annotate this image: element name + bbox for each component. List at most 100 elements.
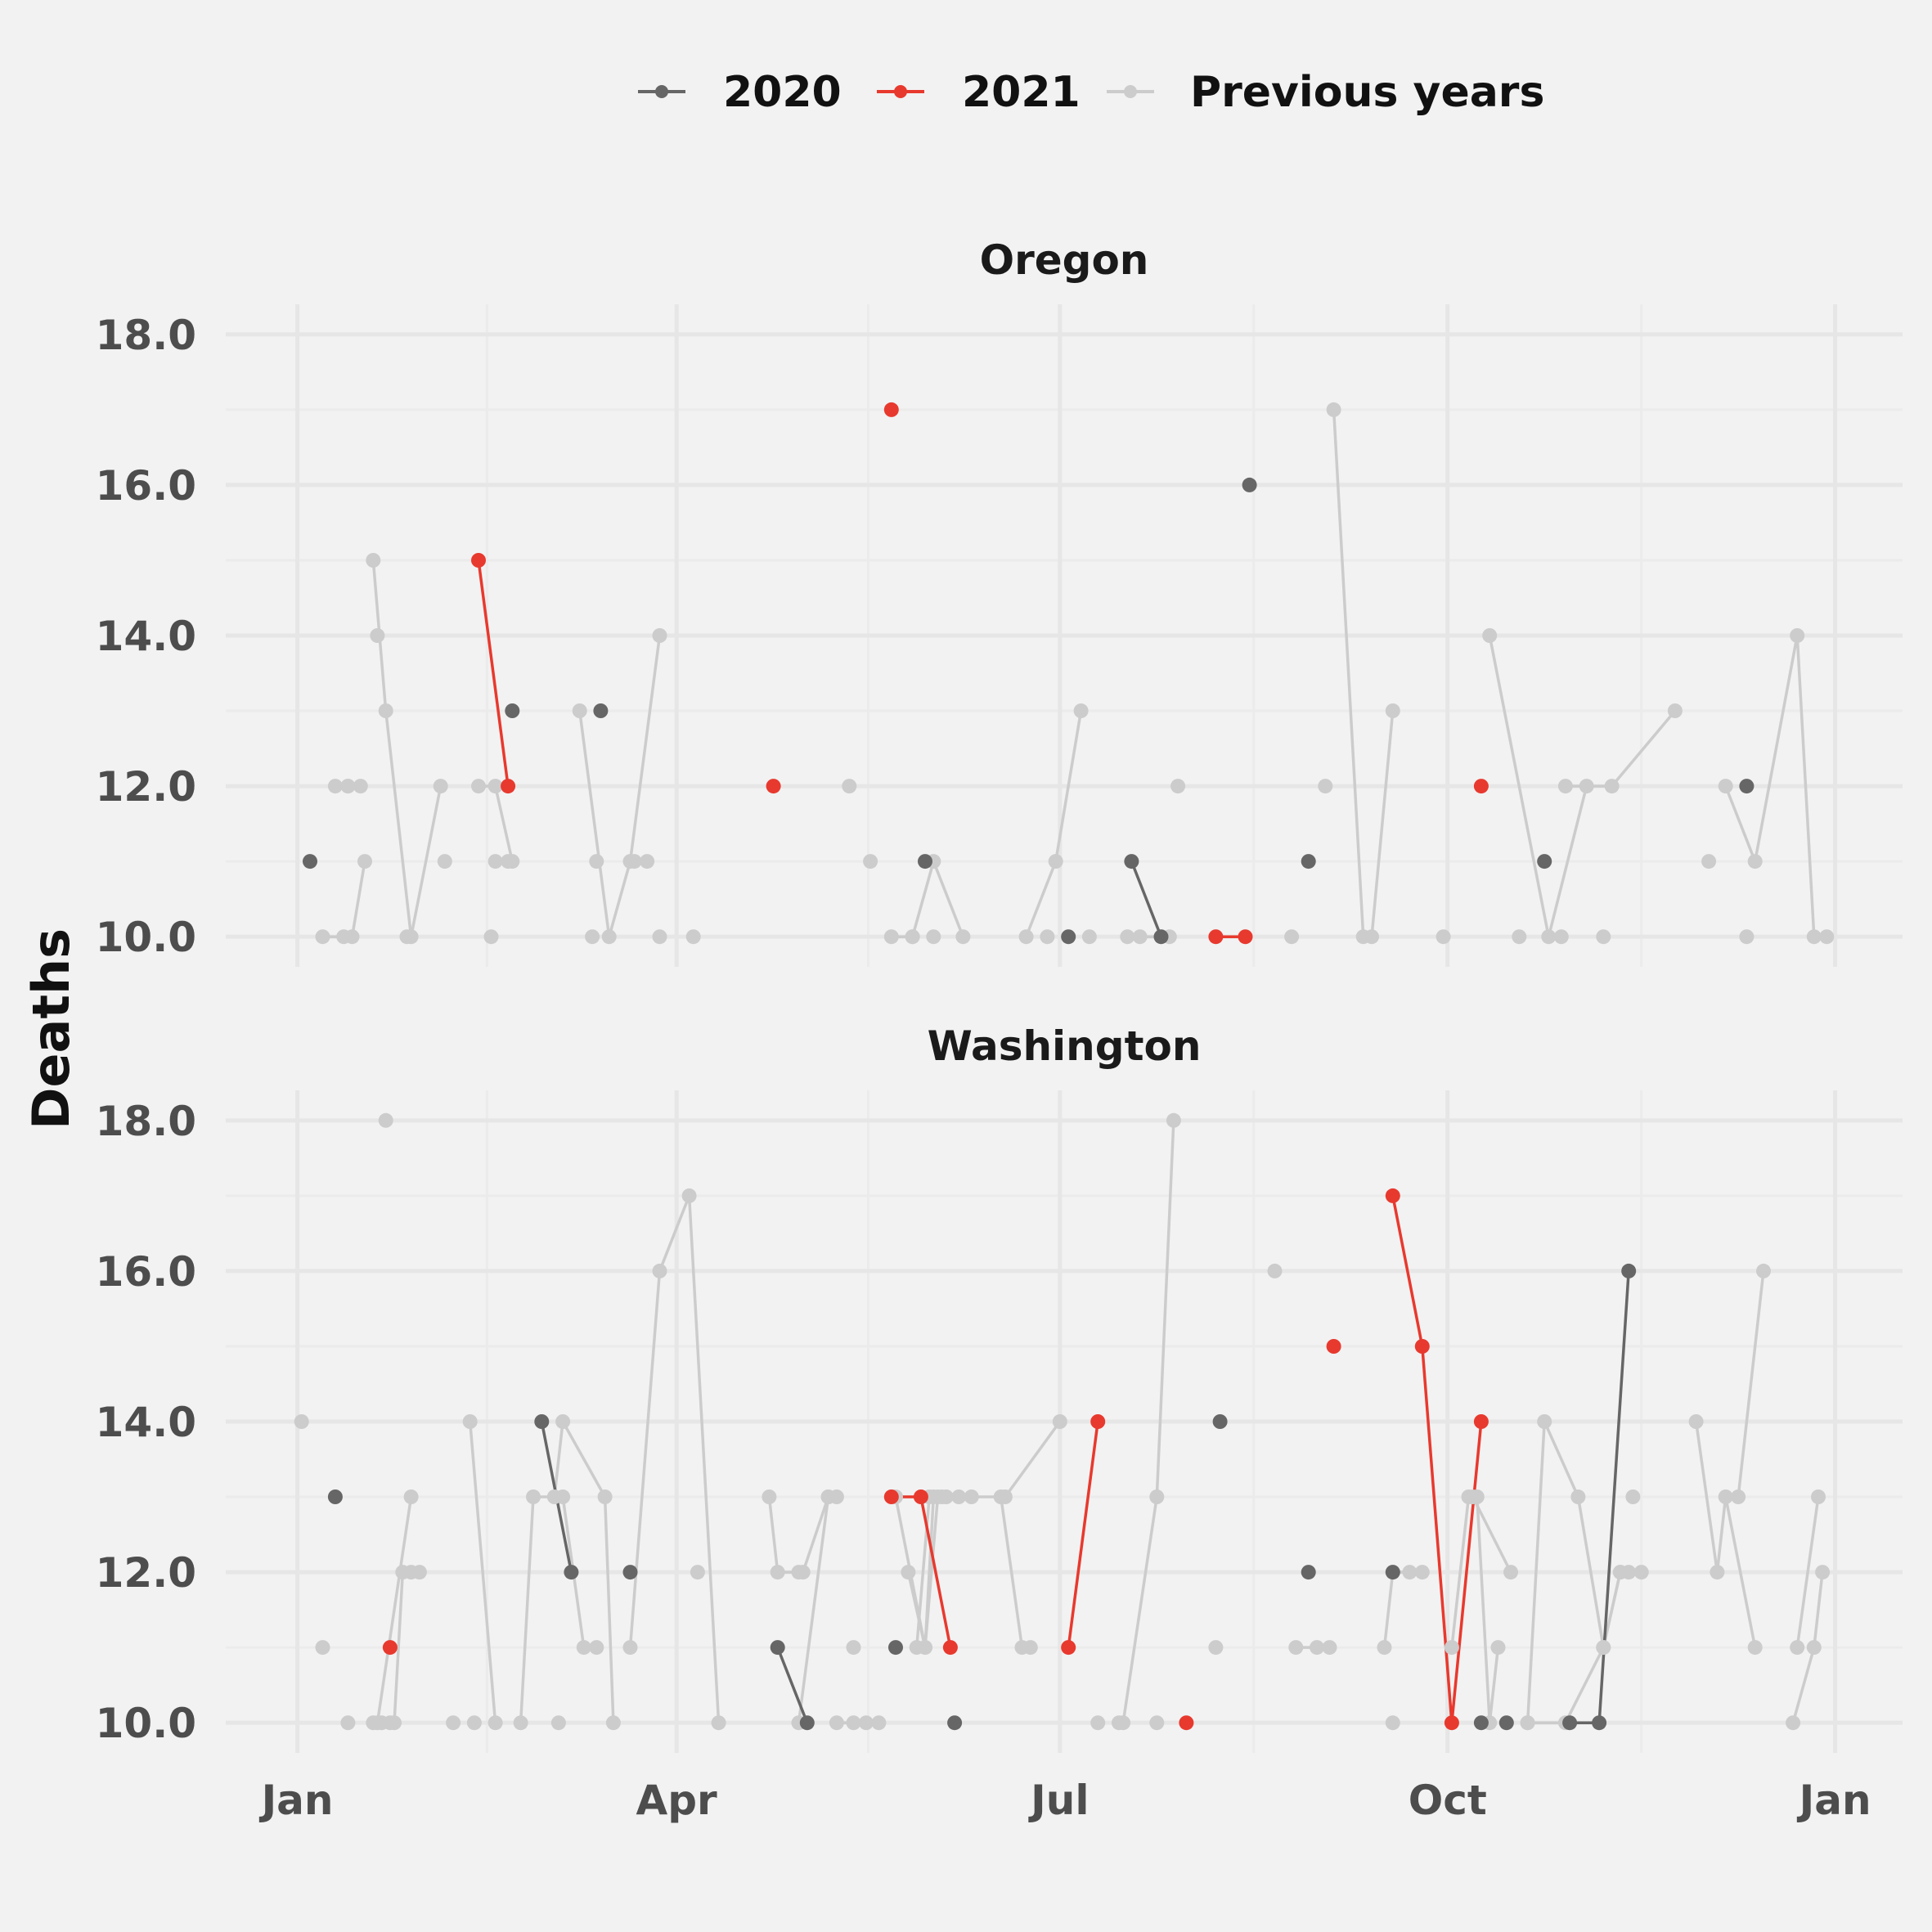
data-point-prev bbox=[1116, 1715, 1131, 1731]
data-point-prev bbox=[1040, 929, 1055, 945]
data-point-2020 bbox=[1061, 929, 1076, 945]
data-point-prev bbox=[1149, 1715, 1165, 1731]
legend-item-2021: 2021 bbox=[877, 68, 1081, 117]
series-lines bbox=[322, 409, 1827, 938]
data-point-prev bbox=[622, 854, 638, 869]
data-point-2020 bbox=[564, 1565, 579, 1580]
data-point-prev bbox=[1786, 1715, 1801, 1731]
data-point-prev bbox=[1310, 1640, 1324, 1656]
data-point-2021 bbox=[1061, 1640, 1076, 1656]
data-point-2021 bbox=[471, 553, 486, 568]
series-line-prev bbox=[1382, 1570, 1422, 1648]
data-point-prev bbox=[918, 1640, 932, 1656]
data-point-prev bbox=[589, 854, 604, 869]
data-point-prev bbox=[1503, 1565, 1518, 1580]
data-point-prev bbox=[1819, 929, 1835, 945]
data-point-prev bbox=[1081, 929, 1097, 945]
data-point-prev bbox=[344, 929, 360, 945]
data-point-prev bbox=[1806, 929, 1822, 945]
data-point-prev bbox=[1018, 929, 1034, 945]
data-point-prev bbox=[411, 1565, 427, 1580]
data-point-prev bbox=[842, 779, 857, 794]
data-point-2021 bbox=[1326, 1339, 1341, 1354]
legend-swatch-point bbox=[1124, 85, 1137, 98]
data-point-prev bbox=[1747, 1640, 1763, 1656]
data-point-2021 bbox=[501, 779, 516, 794]
series-line-prev bbox=[1565, 709, 1677, 788]
data-point-prev bbox=[366, 553, 381, 568]
data-point-2020 bbox=[1562, 1715, 1578, 1731]
data-point-2021 bbox=[1444, 1715, 1459, 1731]
data-point-prev bbox=[905, 929, 920, 945]
data-point-2021 bbox=[1208, 929, 1224, 945]
data-point-prev bbox=[597, 1489, 613, 1504]
data-point-prev bbox=[1790, 628, 1805, 643]
data-point-prev bbox=[462, 1414, 478, 1429]
data-point-prev bbox=[1490, 1640, 1506, 1656]
data-point-prev bbox=[526, 1489, 541, 1504]
data-point-prev bbox=[770, 1565, 785, 1580]
data-point-prev bbox=[340, 1715, 356, 1731]
y-tick-label: 16.0 bbox=[96, 462, 196, 510]
data-point-2020 bbox=[1739, 779, 1755, 794]
data-point-prev bbox=[1537, 1414, 1552, 1429]
data-point-prev bbox=[1326, 402, 1341, 417]
data-point-prev bbox=[1811, 1489, 1826, 1504]
data-point-2020 bbox=[1301, 854, 1316, 869]
series-line-prev bbox=[1795, 1496, 1820, 1648]
data-point-prev bbox=[1385, 703, 1400, 718]
data-point-prev bbox=[1402, 1565, 1418, 1580]
data-point-prev bbox=[1318, 779, 1333, 794]
data-point-prev bbox=[901, 1565, 916, 1580]
x-axis: Jan Apr Jul Oct Jan bbox=[259, 1777, 1871, 1824]
data-point-prev bbox=[1718, 779, 1733, 794]
data-point-prev bbox=[930, 1489, 946, 1504]
data-point-prev bbox=[466, 1715, 482, 1731]
data-point-prev bbox=[1701, 854, 1717, 869]
data-point-prev bbox=[1739, 929, 1755, 945]
data-point-prev bbox=[1414, 1565, 1430, 1580]
data-point-prev bbox=[1120, 929, 1135, 945]
data-point-prev bbox=[315, 929, 330, 945]
series-line-prev bbox=[375, 1496, 413, 1723]
y-tick-label: 10.0 bbox=[96, 914, 196, 961]
data-point-prev bbox=[1444, 1640, 1459, 1656]
data-point-prev bbox=[1014, 1640, 1030, 1656]
y-tick-label: 14.0 bbox=[96, 1399, 196, 1446]
data-point-prev bbox=[622, 1640, 638, 1656]
x-tick-label: Oct bbox=[1409, 1777, 1487, 1824]
data-point-prev bbox=[357, 854, 372, 869]
y-axis-title: Deaths bbox=[21, 928, 81, 1130]
y-tick-label: 18.0 bbox=[96, 312, 196, 359]
data-point-prev bbox=[403, 1489, 419, 1504]
data-point-prev bbox=[1718, 1489, 1733, 1504]
data-point-prev bbox=[1073, 703, 1089, 718]
legend-item-prev: Previous years bbox=[1107, 68, 1544, 117]
data-point-2021 bbox=[883, 1489, 899, 1504]
data-point-prev bbox=[378, 703, 393, 718]
data-point-2021 bbox=[883, 402, 899, 417]
data-point-2021 bbox=[1473, 1414, 1489, 1429]
data-point-prev bbox=[1288, 1640, 1304, 1656]
series-line-prev bbox=[468, 1421, 497, 1723]
data-point-prev bbox=[652, 1263, 667, 1278]
data-point-prev bbox=[1377, 1640, 1392, 1656]
data-point-prev bbox=[437, 854, 452, 869]
data-point-prev bbox=[1621, 1565, 1637, 1580]
data-point-prev bbox=[685, 929, 701, 945]
series-line-prev bbox=[1024, 710, 1083, 937]
data-point-2021 bbox=[1385, 1188, 1400, 1203]
series-line-prev bbox=[891, 860, 965, 938]
data-point-2020 bbox=[888, 1640, 903, 1656]
legend-label: 2021 bbox=[962, 68, 1081, 117]
data-point-2020 bbox=[505, 703, 520, 718]
series-line-prev bbox=[553, 1420, 615, 1723]
data-point-prev bbox=[681, 1188, 697, 1203]
data-point-prev bbox=[652, 929, 667, 945]
legend-label: Previous years bbox=[1190, 68, 1544, 117]
data-point-prev bbox=[370, 1715, 385, 1731]
data-point-prev bbox=[1688, 1414, 1704, 1429]
data-point-2020 bbox=[1621, 1263, 1637, 1278]
data-point-prev bbox=[572, 703, 587, 718]
data-point-prev bbox=[795, 1565, 811, 1580]
